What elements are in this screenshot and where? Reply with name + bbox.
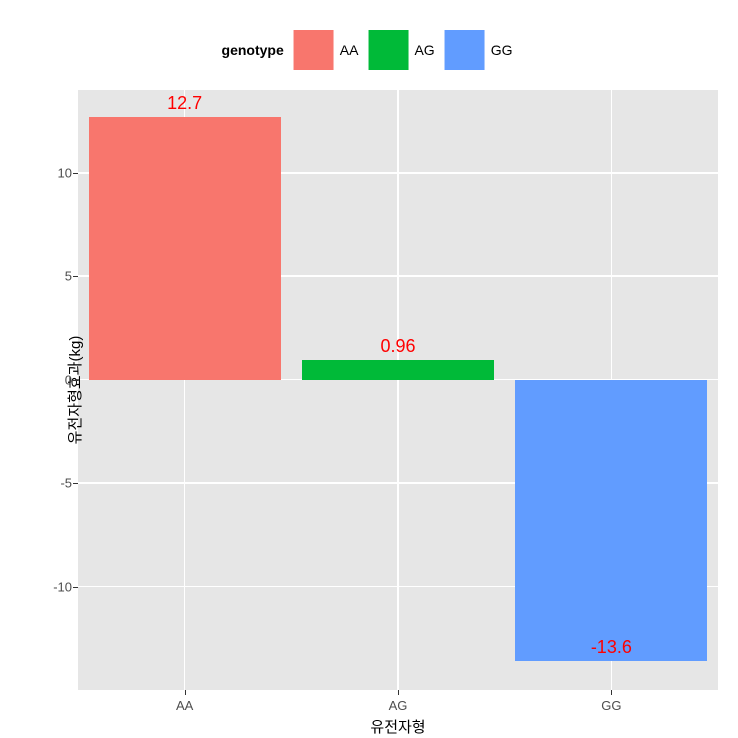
x-tick — [398, 690, 399, 695]
x-tick — [185, 690, 186, 695]
x-tick-label: AG — [389, 698, 408, 713]
legend: genotype AA AG GG — [222, 30, 517, 70]
value-label: 0.96 — [380, 336, 415, 357]
legend-label-aa: AA — [340, 42, 359, 58]
legend-swatch-gg — [445, 30, 485, 70]
legend-label-gg: GG — [491, 42, 513, 58]
legend-label-ag: AG — [414, 42, 434, 58]
y-tick-label: -5 — [60, 476, 72, 491]
x-axis-title: 유전자형 — [370, 716, 425, 737]
y-tick-label: 0 — [65, 372, 72, 387]
y-tick-label: 10 — [58, 165, 72, 180]
y-tick — [73, 587, 78, 588]
chart-container: genotype AA AG GG 유전자형효과(kg) 유전자형 -10 -5 0… — [0, 0, 738, 738]
value-label: 12.7 — [167, 93, 202, 114]
legend-swatch-aa — [294, 30, 334, 70]
plot-area — [78, 90, 718, 690]
y-tick-label: 5 — [65, 269, 72, 284]
grid-line-v — [397, 90, 399, 690]
y-axis-title: 유전자형효과(kg) — [64, 336, 85, 445]
x-tick-label: AA — [176, 698, 193, 713]
bar-aa — [89, 117, 281, 380]
x-tick-label: GG — [601, 698, 621, 713]
legend-swatch-ag — [368, 30, 408, 70]
x-tick — [611, 690, 612, 695]
legend-title: genotype — [222, 42, 284, 58]
y-tick — [73, 380, 78, 381]
y-tick-label: -10 — [53, 579, 72, 594]
y-tick — [73, 173, 78, 174]
y-tick — [73, 276, 78, 277]
bar-ag — [302, 360, 494, 380]
bar-gg — [515, 380, 707, 661]
value-label: -13.6 — [591, 637, 632, 658]
y-tick — [73, 483, 78, 484]
